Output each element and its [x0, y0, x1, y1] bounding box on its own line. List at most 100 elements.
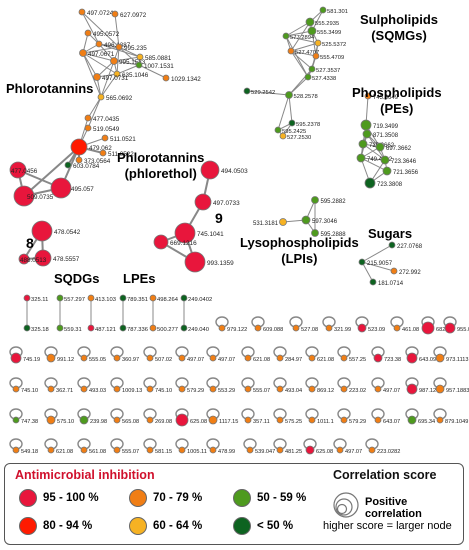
- network-node: 682.09: [421, 321, 453, 335]
- node-label: 525.5372: [322, 42, 346, 48]
- node-label: 477.0435: [93, 116, 120, 123]
- node-label: 745.1041: [197, 231, 224, 238]
- network-node: 1011.1: [308, 416, 334, 425]
- network-edge: [100, 60, 115, 98]
- node-label: 527.2530: [287, 135, 311, 141]
- network-node: 603.0784: [64, 161, 100, 170]
- node-label: 745.10: [21, 388, 38, 394]
- node-circle: [47, 385, 55, 393]
- node-label: 643.09: [419, 357, 436, 363]
- network-node: 495.057: [50, 177, 94, 199]
- network-node: 749.4002: [356, 153, 393, 163]
- node-label: 325.11: [31, 297, 48, 303]
- network-node: 477.0456: [9, 161, 38, 179]
- network-node: 621.08: [308, 354, 334, 363]
- node-circle: [79, 415, 89, 425]
- legend-score-size: higher score = larger node: [323, 520, 452, 532]
- node-label: 497.0724: [87, 10, 114, 17]
- network-node: 527.4338: [304, 73, 336, 82]
- node-label: 357.11: [253, 419, 270, 425]
- network-node: 325.11: [23, 294, 48, 303]
- network-edge: [82, 52, 102, 98]
- node-circle: [180, 324, 188, 332]
- node-circle: [149, 294, 157, 302]
- network-node: 1117.15: [208, 415, 238, 425]
- legend-dot-70: [129, 489, 147, 507]
- node-label: 1007.1531: [144, 63, 174, 70]
- legend-label-lt50: < 50 %: [257, 520, 294, 532]
- network-node: 579.29: [178, 385, 204, 394]
- node-label: 595.2882: [321, 199, 347, 205]
- node-circle: [218, 324, 226, 332]
- node-circle: [10, 352, 22, 364]
- node-label: 745.19: [23, 357, 40, 363]
- network-node: 531.3181: [253, 218, 287, 227]
- node-label: 625.08: [316, 449, 333, 455]
- network-node: 227.0768: [388, 241, 423, 250]
- network-edge: [87, 96, 102, 129]
- node-circle: [194, 193, 212, 211]
- network-edge: [290, 42, 319, 52]
- node-circle: [246, 446, 254, 454]
- network-node: 789.351: [119, 294, 148, 303]
- network-node: 871.3508: [362, 129, 399, 139]
- network-node: 555.2935: [305, 17, 339, 27]
- node-label: 360.97: [122, 357, 139, 363]
- node-circle: [308, 65, 316, 73]
- node-label: 723.38: [384, 357, 401, 363]
- node-circle: [178, 385, 186, 393]
- node-circle: [12, 385, 20, 393]
- node-circle: [31, 220, 53, 242]
- node-label: 523.09: [368, 327, 385, 333]
- network-node: 565.08: [113, 416, 139, 425]
- group-label-lpis-line2: (LPIs): [281, 251, 318, 266]
- node-circle: [375, 142, 385, 152]
- node-circle: [279, 132, 287, 140]
- network-node: 973.1113: [435, 353, 469, 363]
- network-edge: [285, 30, 313, 37]
- node-label: 621.08: [317, 357, 334, 363]
- node-circle: [84, 29, 92, 37]
- node-circle: [436, 416, 444, 424]
- node-circle: [97, 93, 105, 101]
- network-edge: [361, 261, 374, 283]
- node-circle: [276, 385, 284, 393]
- network-node: 215.9057: [358, 258, 393, 267]
- node-label: 871.3508: [373, 133, 399, 139]
- network-node: 223.02: [340, 385, 366, 394]
- node-label: 215.9057: [367, 261, 393, 267]
- node-circle: [200, 160, 220, 180]
- node-circle: [305, 17, 315, 27]
- network-node: 635.1046: [113, 70, 149, 79]
- group-label-phlorethol-line1: Phlorotannins: [117, 150, 205, 165]
- network-edge: [246, 90, 290, 96]
- network-edge: [81, 11, 100, 45]
- node-circle: [435, 384, 445, 394]
- node-circle: [70, 138, 88, 156]
- node-circle: [78, 8, 86, 16]
- node-label: 500.277: [157, 327, 178, 333]
- node-label: 511.0522: [108, 151, 134, 158]
- node-label: 973.1113: [446, 357, 469, 363]
- node-circle: [209, 354, 217, 362]
- node-circle: [388, 241, 396, 249]
- network-node: 507.02: [146, 354, 172, 363]
- node-circle: [364, 177, 376, 189]
- network-node: 723.3808: [364, 177, 403, 189]
- network-node: 1029.1342: [162, 74, 201, 83]
- network-node: 523.09: [357, 323, 385, 333]
- node-label: 635.1046: [122, 72, 149, 79]
- network-node: 272.992: [390, 267, 421, 276]
- node-circle: [12, 446, 20, 454]
- network-node: 528.2578: [285, 91, 318, 100]
- network-node: 497.07: [374, 385, 400, 394]
- node-circle: [301, 215, 311, 225]
- node-label: 879.1049: [445, 419, 468, 425]
- node-circle: [374, 385, 382, 393]
- network-node: 461.08: [393, 324, 419, 333]
- node-label: 987.12: [419, 388, 436, 394]
- network-node: 284.97: [276, 354, 302, 363]
- network-node: 497.0731: [93, 73, 129, 82]
- network-node: 723.38: [373, 353, 401, 363]
- network-node: 585.0881: [136, 53, 172, 62]
